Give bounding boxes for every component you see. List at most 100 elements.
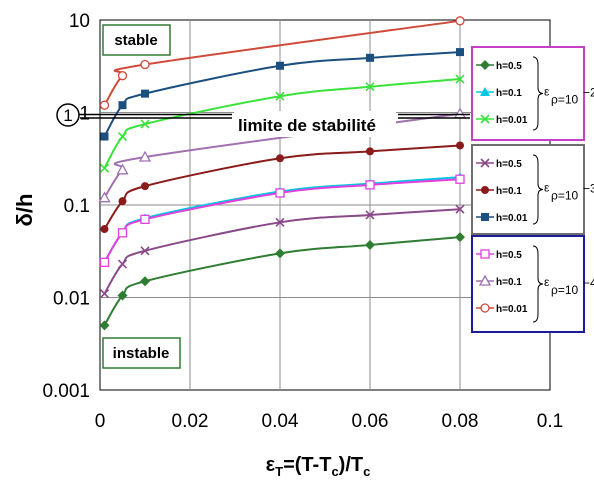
x-axis-label-sub-t: T <box>275 464 283 479</box>
series <box>99 232 465 331</box>
data-point <box>275 248 285 259</box>
legend-label: h=0.1 <box>496 88 522 99</box>
data-point <box>275 217 285 227</box>
x-axis-label-end: )/T <box>339 454 363 476</box>
data-point <box>141 89 149 98</box>
data-point <box>99 320 110 331</box>
legend-label: h=0.01 <box>496 115 528 126</box>
stability-limit: 1 limite de stabilité <box>56 103 470 137</box>
series <box>99 204 465 299</box>
x-axis-label-sub-c1: c <box>331 464 338 479</box>
instable-box <box>102 337 181 369</box>
data-point <box>118 197 127 206</box>
legend-marker <box>480 158 490 168</box>
series <box>99 174 465 267</box>
y-axis-label: δ/h <box>12 194 37 227</box>
data-point <box>140 214 150 224</box>
legend-label: h=0.1 <box>496 277 522 288</box>
stability-limit-marker-circle <box>56 103 80 127</box>
data-point <box>117 71 128 81</box>
legend-group-box <box>471 235 585 333</box>
instable-label: instable <box>113 345 170 362</box>
legend-rho-exponent: −4 <box>583 276 594 290</box>
legend-label: h=0.5 <box>496 61 522 72</box>
legend-eps: ε <box>544 181 550 195</box>
data-point <box>456 141 464 150</box>
stability-limit-label: limite de stabilité <box>238 116 376 135</box>
data-point <box>117 228 128 238</box>
data-point <box>99 163 110 173</box>
data-point <box>141 182 149 191</box>
data-point <box>99 100 110 110</box>
x-axis-label-mid: =(T-T <box>283 454 331 476</box>
data-point <box>455 74 465 84</box>
data-point <box>138 150 152 162</box>
data-point <box>117 131 128 142</box>
data-point <box>99 257 110 267</box>
y-tick-label: 10 <box>69 11 90 32</box>
data-point <box>365 82 375 92</box>
data-point <box>117 259 128 269</box>
y-tick-label: 0.001 <box>42 381 90 402</box>
tick-labels: 0 0.02 0.04 0.06 0.08 0.1 10 1 0.1 0.01 0.001 <box>42 11 563 432</box>
data-point <box>276 61 284 70</box>
data-point <box>99 289 110 299</box>
x-tick-label: 0.1 <box>537 411 563 432</box>
x-axis-label-sub-c2: c <box>363 464 370 479</box>
legend-rho-label: ρ=10 <box>551 283 579 297</box>
legend-label: h=0.5 <box>496 250 522 261</box>
data-point <box>98 191 111 203</box>
x-tick-label: 0.02 <box>172 411 209 432</box>
legend-marker <box>480 303 490 313</box>
legend-marker <box>481 186 489 194</box>
data-point <box>140 246 150 256</box>
data-point <box>366 147 374 156</box>
y-tick-label: 0.01 <box>53 289 90 310</box>
legend-group: h=0.5 h=0.1 h=0.01 ερ=10 −3 <box>471 144 594 235</box>
data-point <box>140 119 150 129</box>
series <box>100 48 464 141</box>
data-point <box>117 290 128 301</box>
data-point <box>276 154 284 163</box>
x-tick-label: 0.08 <box>442 411 479 432</box>
series <box>99 74 465 173</box>
x-tick-label: 0.04 <box>262 411 299 432</box>
data-point <box>455 16 465 26</box>
x-tick-label: 0.06 <box>352 411 389 432</box>
x-tick-label: 0 <box>95 411 106 432</box>
series <box>99 16 465 110</box>
data-point <box>140 59 150 70</box>
legend-marker <box>480 249 490 259</box>
legend-eps: ε <box>544 85 550 99</box>
data-point <box>275 188 285 198</box>
data-point <box>455 204 465 214</box>
stable-label: stable <box>114 32 157 49</box>
legend-label: h=0.5 <box>496 159 522 170</box>
legend-rho-exponent: −2 <box>583 86 594 100</box>
data-point <box>455 232 465 243</box>
x-axis-label: εT=(T-Tc)/Tc <box>266 454 371 479</box>
legend-eps: ε <box>544 275 550 289</box>
legend-rho-exponent: −3 <box>583 182 594 196</box>
series-layer <box>98 16 467 331</box>
legend-label: h=0.1 <box>496 186 522 197</box>
legend-marker <box>480 87 490 96</box>
stability-limit-label-bg <box>234 111 396 137</box>
series-line <box>103 19 461 106</box>
legend-rho-label: ρ=10 <box>551 189 579 203</box>
legend-marker <box>478 274 492 286</box>
legend-brace <box>532 56 544 131</box>
data-point <box>456 48 464 57</box>
legend-rho-label: ρ=10 <box>551 93 579 107</box>
legend-group: h=0.5 h=0.1 h=0.01 ερ=10 −2 <box>471 46 594 141</box>
data-point <box>275 91 285 101</box>
legend-label: h=0.01 <box>496 213 528 224</box>
data-point <box>455 174 465 184</box>
stable-annotation: stable <box>102 24 171 56</box>
data-point <box>100 225 109 234</box>
instable-annotation: instable <box>102 337 181 369</box>
legend-marker <box>481 213 489 221</box>
data-point <box>140 276 150 287</box>
